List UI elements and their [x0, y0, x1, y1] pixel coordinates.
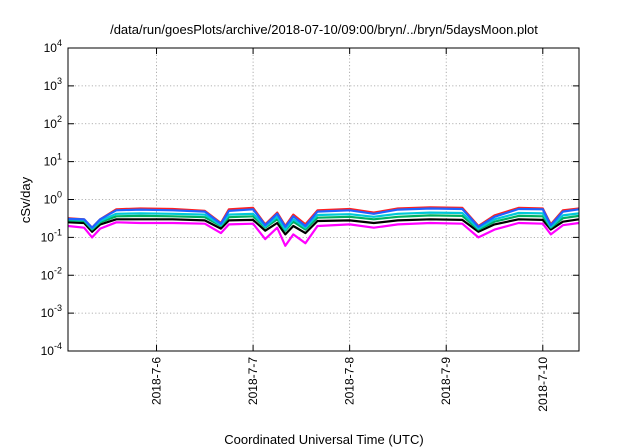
- y-tick-label: 10-2: [41, 265, 62, 282]
- grid: [68, 48, 579, 351]
- y-axis-label: cSv/day: [18, 176, 33, 223]
- series-group: [68, 206, 579, 247]
- x-axis: 2018-7-6 2018-7-7 2018-7-8 2018-7-9 2018-7-1…: [150, 48, 550, 412]
- chart-title: /data/run/goesPlots/archive/2018-07-10/0…: [110, 22, 538, 37]
- y-tick-label: 101: [44, 152, 62, 169]
- series-line-4: [68, 214, 579, 232]
- y-tick-label: 102: [44, 114, 62, 131]
- y-tick-label: 104: [44, 38, 62, 55]
- x-tick-label: 2018-7-9: [439, 357, 453, 405]
- x-tick-label: 2018-7-6: [150, 357, 164, 405]
- series-line-1: [68, 221, 579, 247]
- x-tick-label: 2018-7-10: [536, 357, 550, 412]
- y-tick-label: 10-1: [41, 227, 62, 244]
- y-tick-label: 10-4: [41, 341, 62, 358]
- y-tick-label: 100: [44, 190, 62, 207]
- series-line-3: [68, 218, 579, 236]
- x-axis-label: Coordinated Universal Time (UTC): [224, 432, 423, 447]
- x-tick-label: 2018-7-8: [343, 357, 357, 405]
- x-tick-label: 2018-7-7: [246, 357, 260, 405]
- y-tick-label: 103: [44, 76, 62, 93]
- y-tick-label: 10-3: [41, 303, 62, 320]
- series-line-5: [68, 211, 579, 231]
- plot-area: [68, 206, 579, 247]
- series-line-6: [68, 207, 579, 229]
